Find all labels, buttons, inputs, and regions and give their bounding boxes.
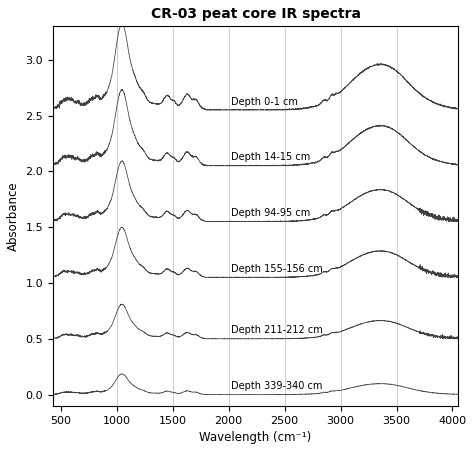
- Title: CR-03 peat core IR spectra: CR-03 peat core IR spectra: [151, 7, 361, 21]
- X-axis label: Wavelength (cm⁻¹): Wavelength (cm⁻¹): [200, 431, 311, 444]
- Text: Depth 94-95 cm: Depth 94-95 cm: [231, 208, 310, 218]
- Text: Depth 0-1 cm: Depth 0-1 cm: [231, 97, 298, 106]
- Text: Depth 339-340 cm: Depth 339-340 cm: [231, 381, 322, 391]
- Text: Depth 155-156 cm: Depth 155-156 cm: [231, 264, 323, 274]
- Y-axis label: Absorbance: Absorbance: [7, 181, 20, 251]
- Text: Depth 14-15 cm: Depth 14-15 cm: [231, 152, 310, 162]
- Text: Depth 211-212 cm: Depth 211-212 cm: [231, 326, 323, 336]
